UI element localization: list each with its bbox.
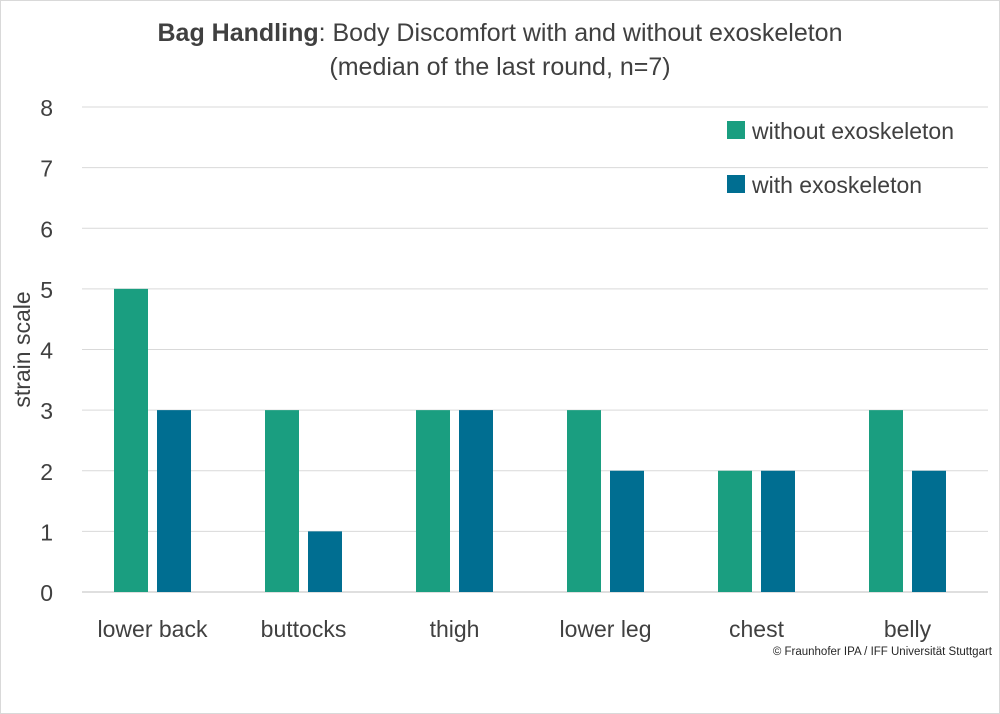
- bar: [567, 410, 601, 592]
- x-tick-label: belly: [884, 616, 932, 642]
- bar: [610, 470, 644, 592]
- title-subtitle: (median of the last round, n=7): [329, 53, 671, 81]
- bar: [718, 470, 752, 592]
- bar: [308, 531, 342, 592]
- bar: [157, 410, 191, 592]
- title-rest: : Body Discomfort with and without exosk…: [318, 19, 843, 47]
- x-tick-label: thigh: [430, 616, 480, 642]
- y-tick-label: 7: [40, 156, 53, 182]
- legend-label: without exoskeleton: [751, 118, 954, 144]
- y-tick-label: 3: [40, 398, 53, 424]
- x-tick-label: buttocks: [261, 616, 347, 642]
- x-tick-label: lower leg: [559, 616, 651, 642]
- chart-title: Bag Handling: Body Discomfort with and w…: [0, 16, 1000, 84]
- bar: [459, 410, 493, 592]
- y-tick-label: 5: [40, 277, 53, 303]
- y-tick-label: 6: [40, 216, 53, 242]
- title-bold: Bag Handling: [157, 19, 319, 47]
- y-axis-label: strain scale: [9, 291, 35, 407]
- bar: [416, 410, 450, 592]
- bar: [114, 288, 148, 592]
- x-tick-label: chest: [729, 616, 785, 642]
- legend-swatch: [727, 121, 745, 139]
- x-tick-label: lower back: [98, 616, 208, 642]
- legend-swatch: [727, 175, 745, 193]
- y-tick-label: 2: [40, 459, 53, 485]
- bar: [761, 470, 795, 592]
- bar: [265, 410, 299, 592]
- y-tick-label: 8: [40, 95, 53, 121]
- y-tick-label: 4: [40, 338, 53, 364]
- legend-label: with exoskeleton: [751, 172, 922, 198]
- bar: [912, 470, 946, 592]
- y-tick-label: 1: [40, 519, 53, 545]
- copyright-notice: © Fraunhofer IPA / IFF Universität Stutt…: [772, 646, 992, 658]
- y-tick-label: 0: [40, 580, 53, 606]
- bar: [869, 410, 903, 592]
